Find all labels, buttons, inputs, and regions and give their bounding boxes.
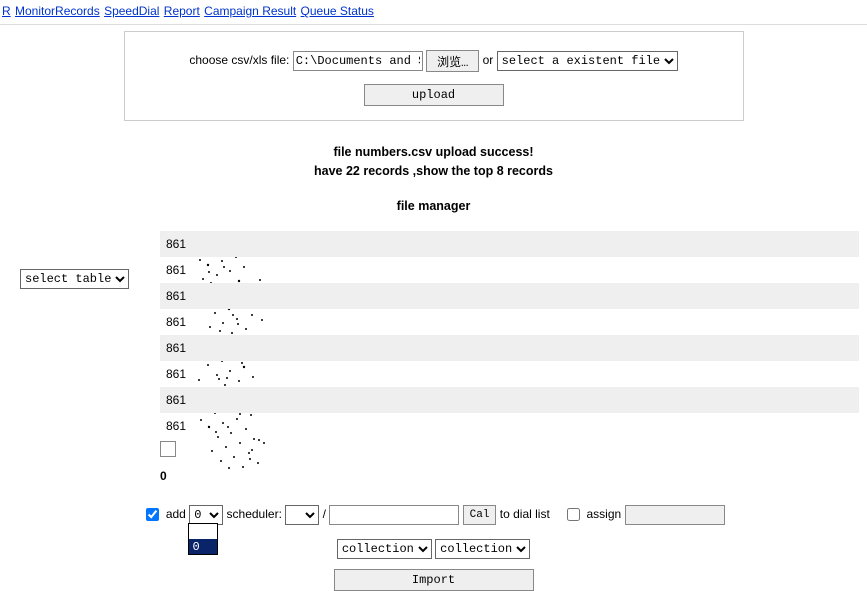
main-area: select table	[0, 231, 867, 483]
browse-button[interactable]: 浏览…	[426, 50, 479, 72]
collection-select-b[interactable]: collection	[435, 539, 530, 559]
scheduler-label: scheduler:	[227, 507, 282, 521]
cal-button[interactable]: Cal	[463, 505, 497, 525]
to-dial-list-label: to dial list	[500, 507, 550, 521]
row-checkbox[interactable]	[160, 441, 176, 457]
nav-link-monitorrecords[interactable]: MonitorRecords	[15, 4, 100, 18]
assign-checkbox[interactable]	[567, 508, 580, 521]
zero-count: 0	[160, 469, 859, 483]
upload-row: choose csv/xls file: 浏览… or select a exi…	[135, 50, 733, 72]
nav-link-campaignresult[interactable]: Campaign Result	[204, 4, 296, 18]
records-column: 861 861 861 861 861 861 861 861 0	[160, 231, 867, 483]
add-select-dropdown[interactable]: 0	[188, 523, 218, 555]
table-row: 861	[160, 387, 859, 413]
dropdown-option-0[interactable]: 0	[189, 539, 217, 554]
or-label: or	[483, 53, 494, 67]
select-existent-file[interactable]: select a existent file	[497, 51, 678, 71]
add-select[interactable]: 0	[189, 505, 223, 525]
status-line-1: file numbers.csv upload success!	[0, 143, 867, 162]
table-row: 861	[160, 257, 859, 283]
slash-label: /	[323, 507, 326, 521]
collection-row: collection collection	[0, 539, 867, 559]
table-row: 861	[160, 361, 859, 387]
table-row: 861	[160, 231, 859, 257]
table-row: 861	[160, 335, 859, 361]
table-row: 861	[160, 413, 859, 439]
upload-button[interactable]: upload	[364, 84, 504, 106]
table-row: 861	[160, 283, 859, 309]
import-row: Import	[0, 569, 867, 591]
scheduler-select[interactable]	[285, 505, 319, 525]
status-line-2: have 22 records ,show the top 8 records	[0, 162, 867, 181]
nav-link-report[interactable]: Report	[164, 4, 200, 18]
top-nav: R MonitorRecords SpeedDial Report Campai…	[0, 0, 867, 25]
add-label: add	[166, 507, 186, 521]
nav-link-speeddial[interactable]: SpeedDial	[104, 4, 159, 18]
select-table[interactable]: select table	[20, 269, 129, 289]
assign-input[interactable]	[625, 505, 725, 525]
nav-link-queuestatus[interactable]: Queue Status	[301, 4, 374, 18]
scheduler-input[interactable]	[329, 505, 459, 525]
table-row: 861	[160, 309, 859, 335]
left-column: select table	[0, 231, 160, 483]
bottom-form: add 0 0 scheduler: / Cal to dial list as…	[0, 505, 867, 591]
choose-file-label: choose csv/xls file:	[189, 53, 289, 67]
add-checkbox[interactable]	[146, 508, 159, 521]
assign-label: assign	[587, 507, 622, 521]
nav-link-r[interactable]: R	[2, 4, 11, 18]
form-row-1: add 0 0 scheduler: / Cal to dial list as…	[142, 505, 724, 525]
import-button[interactable]: Import	[334, 569, 534, 591]
dropdown-option-blank[interactable]	[189, 524, 217, 539]
file-manager-title: file manager	[0, 199, 867, 213]
upload-panel: choose csv/xls file: 浏览… or select a exi…	[124, 31, 744, 121]
upload-button-row: upload	[135, 84, 733, 106]
status-block: file numbers.csv upload success! have 22…	[0, 143, 867, 181]
file-path-input[interactable]	[293, 51, 423, 71]
collection-select-a[interactable]: collection	[337, 539, 432, 559]
check-row	[160, 441, 859, 461]
